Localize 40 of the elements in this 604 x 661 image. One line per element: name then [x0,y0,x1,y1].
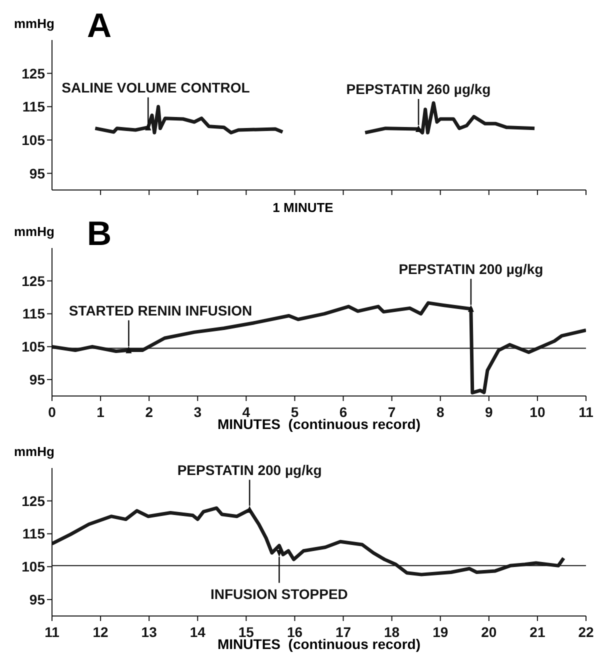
x-tick-label: 10 [530,404,546,420]
y-tick-label: 115 [22,98,46,115]
text: 1 MINUTE [272,200,334,216]
y-axis-title: mmHg [14,224,54,239]
x-tick-label: 14 [190,624,206,640]
y-tick-label: 125 [22,272,46,289]
y-axis-title: mmHg [14,444,54,459]
y-tick-label: 115 [22,526,46,542]
chart-title: B [87,215,112,253]
x-tick-label: 21 [530,624,546,640]
x-tick-label: 13 [141,624,158,640]
x-tick-label: 9 [485,404,494,420]
y-tick-label: 125 [22,492,46,509]
x-tick-label: 11 [578,404,594,420]
y-tick-label: 95 [29,372,46,388]
annotation: INFUSION STOPPED [210,586,348,602]
x-tick-label: 0 [48,404,56,420]
annotation: PEPSTATIN 200 µg/kg [177,462,322,478]
x-tick-label: 1 [96,404,105,420]
y-tick-label: 95 [29,165,46,182]
annotation: PEPSTATIN 260 µg/kg [346,81,491,97]
x-tick-label: 2 [145,404,154,420]
y-tick-label: 105 [22,558,46,575]
y-tick-label: 105 [22,338,46,355]
annotation: SALINE VOLUME CONTROL [62,79,250,96]
chart-title: A [87,7,112,45]
x-tick-label: 11 [44,624,60,640]
y-tick-label: 105 [22,132,46,148]
x-tick-label: 8 [436,404,444,420]
x-tick-label: 12 [92,624,109,640]
x-tick-label: 19 [432,624,448,640]
y-tick-label: 115 [22,306,46,322]
annotation: STARTED RENIN INFUSION [68,302,252,318]
annotation: PEPSTATIN 200 µg/kg [398,260,544,277]
x-tick-label: 22 [578,624,594,640]
x-tick-label: 3 [194,404,202,420]
y-axis-title: mmHg [14,16,54,31]
x-tick-label: 20 [481,624,497,640]
y-tick-label: 95 [29,592,46,608]
y-tick-label: 125 [22,65,46,82]
